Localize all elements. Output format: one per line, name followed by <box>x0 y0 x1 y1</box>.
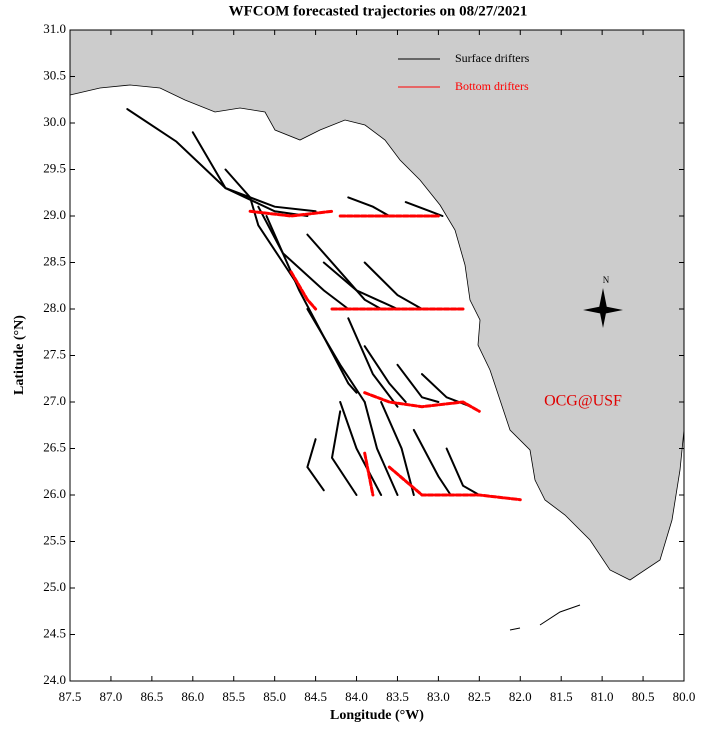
x-tick-label: 83.5 <box>386 689 409 704</box>
trajectory <box>363 401 399 496</box>
legend-label: Bottom drifters <box>455 79 529 93</box>
trajectory <box>396 363 440 403</box>
trajectory <box>322 261 399 310</box>
trajectory <box>363 391 481 413</box>
trajectory <box>330 410 358 496</box>
trajectory <box>224 168 309 301</box>
y-tick-label: 25.0 <box>43 579 66 594</box>
trajectory <box>363 451 375 497</box>
x-tick-label: 85.0 <box>263 689 286 704</box>
trajectory <box>257 205 350 310</box>
x-tick-label: 87.0 <box>100 689 123 704</box>
y-tick-label: 27.5 <box>43 346 66 361</box>
x-tick-label: 80.0 <box>673 689 696 704</box>
y-tick-label: 24.0 <box>43 672 66 687</box>
trajectory <box>412 428 452 496</box>
compass-rose <box>583 288 623 328</box>
legend-label: Surface drifters <box>455 51 530 65</box>
y-tick-label: 30.5 <box>43 67 66 82</box>
compass-label: N <box>603 275 610 285</box>
trajectory <box>404 201 444 217</box>
trajectory <box>339 401 383 496</box>
y-tick-label: 26.0 <box>43 486 66 501</box>
y-axis-label: Latitude (°N) <box>12 315 27 395</box>
keys <box>509 604 581 631</box>
y-tick-label: 31.0 <box>43 21 66 36</box>
compass: N <box>583 275 623 328</box>
x-tick-label: 82.0 <box>509 689 532 704</box>
x-tick-label: 81.5 <box>550 689 573 704</box>
trajectory <box>306 438 325 492</box>
trajectory <box>248 209 334 218</box>
y-tick-label: 28.5 <box>43 253 66 268</box>
x-axis-label: Longitude (°W) <box>330 708 424 723</box>
y-tick-label: 29.5 <box>43 160 66 175</box>
land <box>69 29 685 581</box>
legend: Surface drifters Bottom drifters <box>398 51 530 93</box>
x-tick-label: 86.5 <box>140 689 163 704</box>
x-tick-label: 85.5 <box>222 689 245 704</box>
trajectory <box>289 270 318 311</box>
x-tick-label: 80.5 <box>632 689 655 704</box>
trajectory <box>445 447 481 496</box>
y-tick-label: 25.5 <box>43 532 66 547</box>
trajectory <box>363 345 407 403</box>
y-tick-label: 24.5 <box>43 625 66 640</box>
x-tick-label: 84.5 <box>304 689 327 704</box>
x-tick-label: 81.0 <box>591 689 614 704</box>
x-tick-label: 82.5 <box>468 689 491 704</box>
trajectory <box>306 308 366 403</box>
trajectory <box>380 401 415 496</box>
x-tick-label: 86.0 <box>181 689 204 704</box>
y-tick-label: 30.0 <box>43 114 66 129</box>
y-tick-label: 26.5 <box>43 439 66 454</box>
chart-title: WFCOM forecasted trajectories on 08/27/2… <box>229 3 528 19</box>
x-tick-label: 87.5 <box>59 689 82 704</box>
y-tick-label: 29.0 <box>43 207 66 222</box>
x-tick-label: 84.0 <box>345 689 368 704</box>
trajectory <box>387 465 522 502</box>
x-tick-label: 83.0 <box>427 689 450 704</box>
annotation: OCG@USF <box>544 393 622 410</box>
y-tick-label: 28.0 <box>43 300 66 315</box>
trajectory <box>363 261 423 310</box>
trajectory <box>347 317 399 408</box>
y-tick-label: 27.0 <box>43 393 66 408</box>
trajectory <box>347 196 391 217</box>
